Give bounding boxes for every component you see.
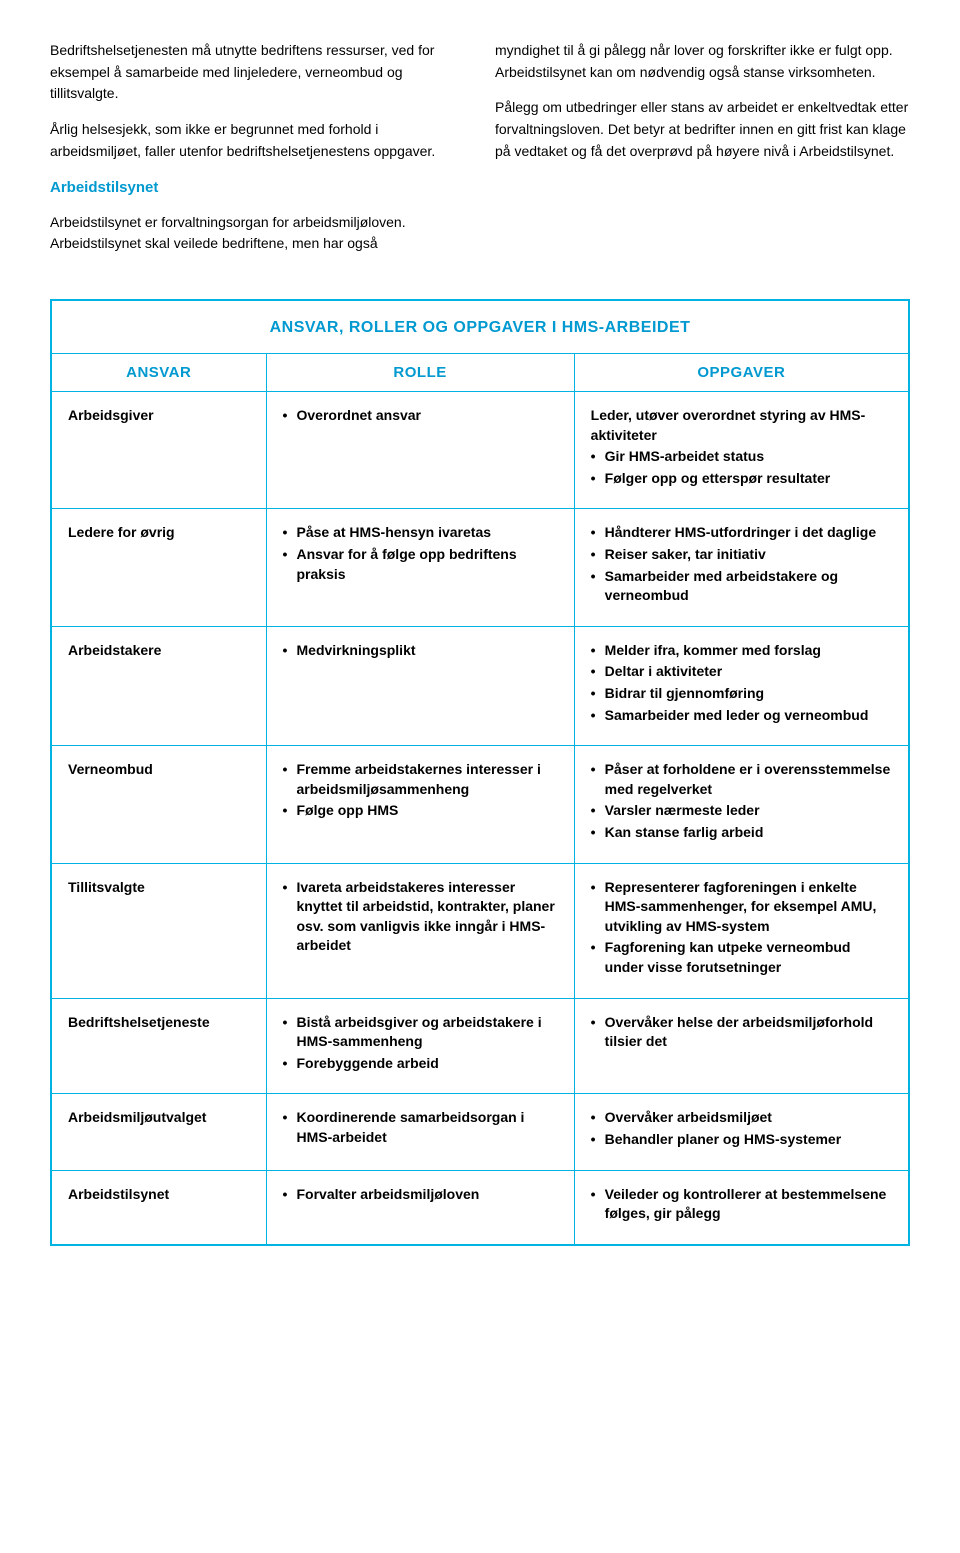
- oppgaver-cell: Leder, utøver overordnet styring av HMS-…: [574, 392, 908, 509]
- table-row: Arbeidsmiljøutvalget Koordinerende samarb…: [52, 1094, 908, 1170]
- intro-columns: Bedriftshelsetjenesten må utnytte bedrif…: [50, 40, 910, 269]
- left-p1: Bedriftshelsetjenesten må utnytte bedrif…: [50, 40, 465, 105]
- rolle-item: Forvalter arbeidsmiljøloven: [283, 1185, 558, 1205]
- left-p3: Arbeidstilsynet er forvaltningsorgan for…: [50, 212, 465, 255]
- right-column: myndighet til å gi pålegg når lover og f…: [495, 40, 910, 269]
- oppgaver-item: Representerer fagforeningen i enkelte HM…: [591, 878, 892, 937]
- rolle-cell: Fremme arbeidstakernes interesser i arbe…: [266, 746, 574, 863]
- oppgaver-item: Varsler nærmeste leder: [591, 801, 892, 821]
- table-row: Arbeidstilsynet Forvalter arbeidsmiljølov…: [52, 1170, 908, 1244]
- ansvar-cell: Tillitsvalgte: [52, 863, 266, 998]
- oppgaver-item: Håndterer HMS-utfordringer i det daglige: [591, 523, 892, 543]
- oppgaver-item: Bidrar til gjennomføring: [591, 684, 892, 704]
- oppgaver-item: Veileder og kontrollerer at bestemmelsen…: [591, 1185, 892, 1224]
- rolle-item: Bistå arbeidsgiver og arbeidstakere i HM…: [283, 1013, 558, 1052]
- oppgaver-cell: Veileder og kontrollerer at bestemmelsen…: [574, 1170, 908, 1244]
- rolle-item: Fremme arbeidstakernes interesser i arbe…: [283, 760, 558, 799]
- oppgaver-item: Følger opp og etterspør resultater: [591, 469, 892, 489]
- rolle-item: Ivareta arbeidstakeres interesser knytte…: [283, 878, 558, 956]
- rolle-cell: Forvalter arbeidsmiljøloven: [266, 1170, 574, 1244]
- oppgaver-item: Overvåker arbeidsmiljøet: [591, 1108, 892, 1128]
- table-row: TillitsvalgteIvareta arbeidstakeres inte…: [52, 863, 908, 998]
- ansvar-cell: Arbeidstakere: [52, 626, 266, 745]
- oppgaver-cell: Overvåker helse der arbeidsmiljøforhold …: [574, 998, 908, 1094]
- oppgaver-cell: Overvåker arbeidsmiljøetBehandler planer…: [574, 1094, 908, 1170]
- rolle-item: Forebyggende arbeid: [283, 1054, 558, 1074]
- table-row: Arbeidsgiver Overordnet ansvar Leder, utøv…: [52, 392, 908, 509]
- hms-table: ANSVAR ROLLE OPPGAVER Arbeidsgiver Overor…: [52, 353, 908, 1244]
- oppgaver-item: Behandler planer og HMS-systemer: [591, 1130, 892, 1150]
- table-title: ANSVAR, ROLLER OG OPPGAVER I HMS-ARBEIDE…: [52, 301, 908, 353]
- oppgaver-item: Melder ifra, kommer med forslag: [591, 641, 892, 661]
- rolle-cell: Ivareta arbeidstakeres interesser knytte…: [266, 863, 574, 998]
- rolle-cell: Påse at HMS-hensyn ivaretasAnsvar for å …: [266, 509, 574, 626]
- oppgaver-item: Samarbeider med arbeidstakere og verneom…: [591, 567, 892, 606]
- oppgaver-item: Gir HMS-arbeidet status: [591, 447, 892, 467]
- ansvar-cell: Arbeidsgiver: [52, 392, 266, 509]
- ansvar-cell: Bedriftshelsetjeneste: [52, 998, 266, 1094]
- rolle-item: Koordinerende samarbeidsorgan i HMS-arbe…: [283, 1108, 558, 1147]
- oppgaver-item: Påser at forholdene er i overensstemmels…: [591, 760, 892, 799]
- ansvar-cell: Arbeidsmiljøutvalget: [52, 1094, 266, 1170]
- rolle-cell: Overordnet ansvar: [266, 392, 574, 509]
- table-row: Arbeidstakere Medvirkningsplikt Melder ifr…: [52, 626, 908, 745]
- ansvar-cell: Verneombud: [52, 746, 266, 863]
- rolle-item: Overordnet ansvar: [283, 406, 558, 426]
- hms-table-wrapper: ANSVAR, ROLLER OG OPPGAVER I HMS-ARBEIDE…: [50, 299, 910, 1246]
- right-p1: myndighet til å gi pålegg når lover og f…: [495, 40, 910, 83]
- right-p2: Pålegg om utbedringer eller stans av arb…: [495, 97, 910, 162]
- rolle-cell: Medvirkningsplikt: [266, 626, 574, 745]
- rolle-item: Medvirkningsplikt: [283, 641, 558, 661]
- oppgaver-item: Reiser saker, tar initiativ: [591, 545, 892, 565]
- oppgaver-cell: Påser at forholdene er i overensstemmels…: [574, 746, 908, 863]
- ansvar-cell: Ledere for øvrig: [52, 509, 266, 626]
- left-column: Bedriftshelsetjenesten må utnytte bedrif…: [50, 40, 465, 269]
- oppgaver-cell: Håndterer HMS-utfordringer i det daglige…: [574, 509, 908, 626]
- header-ansvar: ANSVAR: [52, 354, 266, 392]
- oppgaver-item: Deltar i aktiviteter: [591, 662, 892, 682]
- rolle-cell: Koordinerende samarbeidsorgan i HMS-arbe…: [266, 1094, 574, 1170]
- header-oppgaver: OPPGAVER: [574, 354, 908, 392]
- oppgaver-lead: Leder, utøver overordnet styring av HMS-…: [591, 406, 892, 445]
- table-row: Ledere for øvrigPåse at HMS-hensyn ivare…: [52, 509, 908, 626]
- rolle-cell: Bistå arbeidsgiver og arbeidstakere i HM…: [266, 998, 574, 1094]
- oppgaver-item: Samarbeider med leder og verneombud: [591, 706, 892, 726]
- rolle-item: Følge opp HMS: [283, 801, 558, 821]
- rolle-item: Påse at HMS-hensyn ivaretas: [283, 523, 558, 543]
- ansvar-cell: Arbeidstilsynet: [52, 1170, 266, 1244]
- oppgaver-item: Overvåker helse der arbeidsmiljøforhold …: [591, 1013, 892, 1052]
- rolle-item: Ansvar for å følge opp bedriftens praksi…: [283, 545, 558, 584]
- oppgaver-cell: Representerer fagforeningen i enkelte HM…: [574, 863, 908, 998]
- header-rolle: ROLLE: [266, 354, 574, 392]
- oppgaver-item: Fagforening kan utpeke verneombud under …: [591, 938, 892, 977]
- table-row: Bedriftshelsetjeneste Bistå arbeidsgiver …: [52, 998, 908, 1094]
- left-p2: Årlig helsesjekk, som ikke er begrunnet …: [50, 119, 465, 162]
- left-heading: Arbeidstilsynet: [50, 176, 465, 199]
- table-header-row: ANSVAR ROLLE OPPGAVER: [52, 354, 908, 392]
- table-row: Verneombud Fremme arbeidstakernes interes…: [52, 746, 908, 863]
- oppgaver-cell: Melder ifra, kommer med forslagDeltar i …: [574, 626, 908, 745]
- oppgaver-item: Kan stanse farlig arbeid: [591, 823, 892, 843]
